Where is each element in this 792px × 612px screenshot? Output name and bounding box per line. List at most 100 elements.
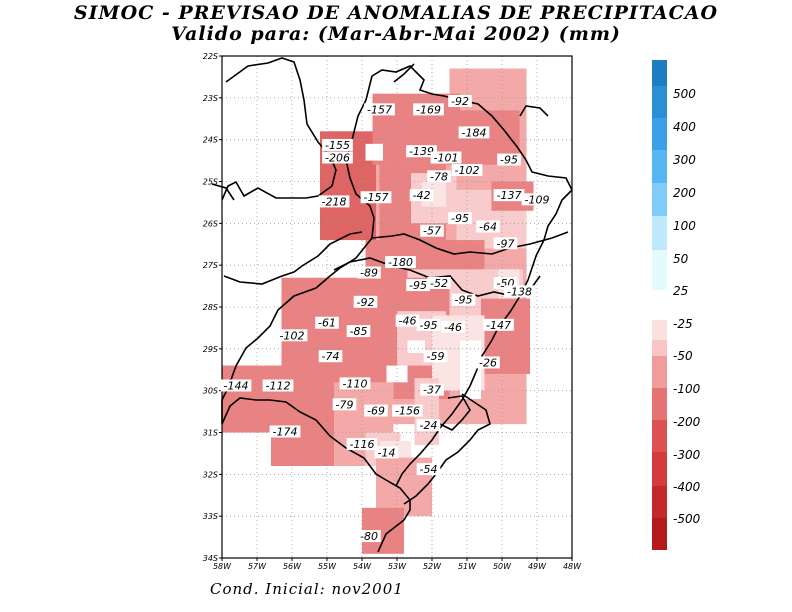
contour-label: -102 bbox=[280, 329, 305, 342]
contour-label-bg bbox=[430, 151, 462, 164]
contour-label: -101 bbox=[434, 151, 459, 164]
contour-label-bg bbox=[504, 285, 535, 298]
contour-label: -95 bbox=[420, 319, 438, 332]
colorbar-swatch-positive bbox=[652, 60, 667, 86]
anomaly-block bbox=[460, 340, 481, 400]
colorbar-label-positive: 200 bbox=[673, 186, 696, 200]
contour-label-bg bbox=[476, 356, 500, 369]
contour-label: -74 bbox=[322, 350, 340, 363]
boundary-argentina-misiones bbox=[223, 231, 363, 285]
contour-label-bg bbox=[416, 318, 441, 331]
contour-label-bg bbox=[360, 191, 392, 204]
lat-label: 28S bbox=[203, 303, 218, 312]
contour-label: -156 bbox=[395, 405, 420, 418]
contour-label: -169 bbox=[416, 103, 441, 116]
contour-label-bg bbox=[364, 404, 388, 417]
colorbar-label-negative: -400 bbox=[673, 480, 701, 494]
lat-label: 24S bbox=[203, 136, 218, 145]
coast-fragment bbox=[393, 63, 415, 83]
contour-label-bg bbox=[395, 314, 420, 327]
contour-label: -42 bbox=[413, 189, 431, 202]
contour-label: -95 bbox=[451, 212, 469, 225]
contour-label-bg bbox=[458, 126, 490, 139]
contour-label-bg bbox=[269, 425, 301, 438]
contour-label-bg bbox=[374, 446, 399, 459]
colorbar-label-positive: 25 bbox=[673, 284, 688, 298]
coastline bbox=[395, 189, 573, 487]
contour-label: -180 bbox=[388, 256, 413, 269]
boundary-uruguay-rs bbox=[315, 419, 411, 553]
colorbar-label-positive: 400 bbox=[673, 120, 696, 134]
colorbar-swatch-negative bbox=[652, 320, 667, 340]
lat-label: 29S bbox=[203, 345, 218, 354]
contour-label-bg bbox=[385, 256, 416, 269]
contour-label-bg bbox=[262, 379, 294, 392]
lon-label: 49W bbox=[528, 562, 547, 571]
contour-label: -64 bbox=[479, 221, 497, 234]
contour-label: -155 bbox=[325, 139, 350, 152]
contour-label: -95 bbox=[409, 279, 427, 292]
map-title: SIMOC - PREVISAO DE ANOMALIAS DE PRECIPI… bbox=[73, 2, 719, 24]
contour-label: -24 bbox=[420, 419, 438, 432]
contour-label-bg bbox=[448, 95, 472, 108]
boundary-pr-sc bbox=[371, 231, 569, 255]
contour-label: -37 bbox=[423, 384, 441, 397]
contour-label: -69 bbox=[367, 405, 385, 418]
coast-fragment-2 bbox=[519, 105, 549, 117]
contour-label: -78 bbox=[430, 170, 448, 183]
colorbar-swatch-negative bbox=[652, 518, 667, 550]
colorbar-label-negative: -100 bbox=[673, 382, 701, 396]
contour-label: -59 bbox=[427, 350, 445, 363]
contour-label: -157 bbox=[367, 103, 392, 116]
contour-label: -157 bbox=[364, 191, 389, 204]
contour-label: -110 bbox=[343, 377, 368, 390]
lat-label: 23S bbox=[203, 94, 218, 103]
contour-label-bg bbox=[413, 103, 444, 116]
lon-label: 54W bbox=[353, 562, 372, 571]
lon-label: 52W bbox=[423, 562, 442, 571]
contour-label: -57 bbox=[423, 225, 441, 238]
contour-label-bg bbox=[357, 530, 381, 543]
lon-label: 51W bbox=[458, 562, 477, 571]
map-subtitle: Valido para: (Mar-Abr-Mai 2002) (mm) bbox=[171, 23, 621, 45]
contour-label-bg bbox=[406, 279, 430, 292]
contour-label: -85 bbox=[350, 325, 368, 338]
contour-label: -61 bbox=[318, 317, 336, 330]
contour-label-bg bbox=[497, 153, 521, 166]
contour-label-bg bbox=[276, 329, 308, 342]
lon-label: 48W bbox=[563, 562, 582, 571]
contour-label: -206 bbox=[325, 151, 350, 164]
contour-label: -137 bbox=[497, 189, 522, 202]
contour-label-bg bbox=[423, 350, 448, 363]
gap-block bbox=[407, 340, 425, 354]
gap-block bbox=[365, 143, 383, 161]
colorbar-label-positive: 50 bbox=[673, 252, 689, 266]
contour-label-bg bbox=[409, 189, 434, 202]
contour-label-bg bbox=[427, 170, 451, 183]
lon-label: 58W bbox=[213, 562, 232, 571]
contour-label-bg bbox=[346, 325, 371, 338]
colorbar-swatch-positive bbox=[652, 250, 667, 290]
initial-condition-note: Cond. Inicial: nov2001 bbox=[210, 580, 404, 598]
contour-label: -102 bbox=[455, 164, 480, 177]
lat-label: 26S bbox=[203, 219, 218, 228]
contour-label-bg bbox=[353, 295, 378, 308]
contour-label-bg bbox=[448, 212, 472, 225]
colorbar-swatch-negative bbox=[652, 486, 667, 518]
contour-label: -26 bbox=[479, 356, 497, 369]
contour-label: -174 bbox=[273, 426, 298, 439]
colorbar-swatch-positive bbox=[652, 150, 667, 183]
contour-label: -97 bbox=[497, 237, 515, 250]
lon-label: 56W bbox=[283, 562, 302, 571]
lat-label: 33S bbox=[203, 512, 218, 521]
boundary-pr-west bbox=[345, 75, 375, 239]
colorbar-label-negative: -500 bbox=[673, 512, 701, 526]
contour-label-bg bbox=[318, 350, 343, 363]
contour-label: -46 bbox=[399, 315, 417, 328]
lat-label: 34S bbox=[203, 554, 218, 563]
contour-label-bg bbox=[493, 237, 518, 250]
contour-label-bg bbox=[493, 189, 525, 202]
contour-label-bg bbox=[427, 276, 451, 289]
lat-label: 31S bbox=[203, 429, 218, 438]
contour-label: -79 bbox=[336, 398, 354, 411]
